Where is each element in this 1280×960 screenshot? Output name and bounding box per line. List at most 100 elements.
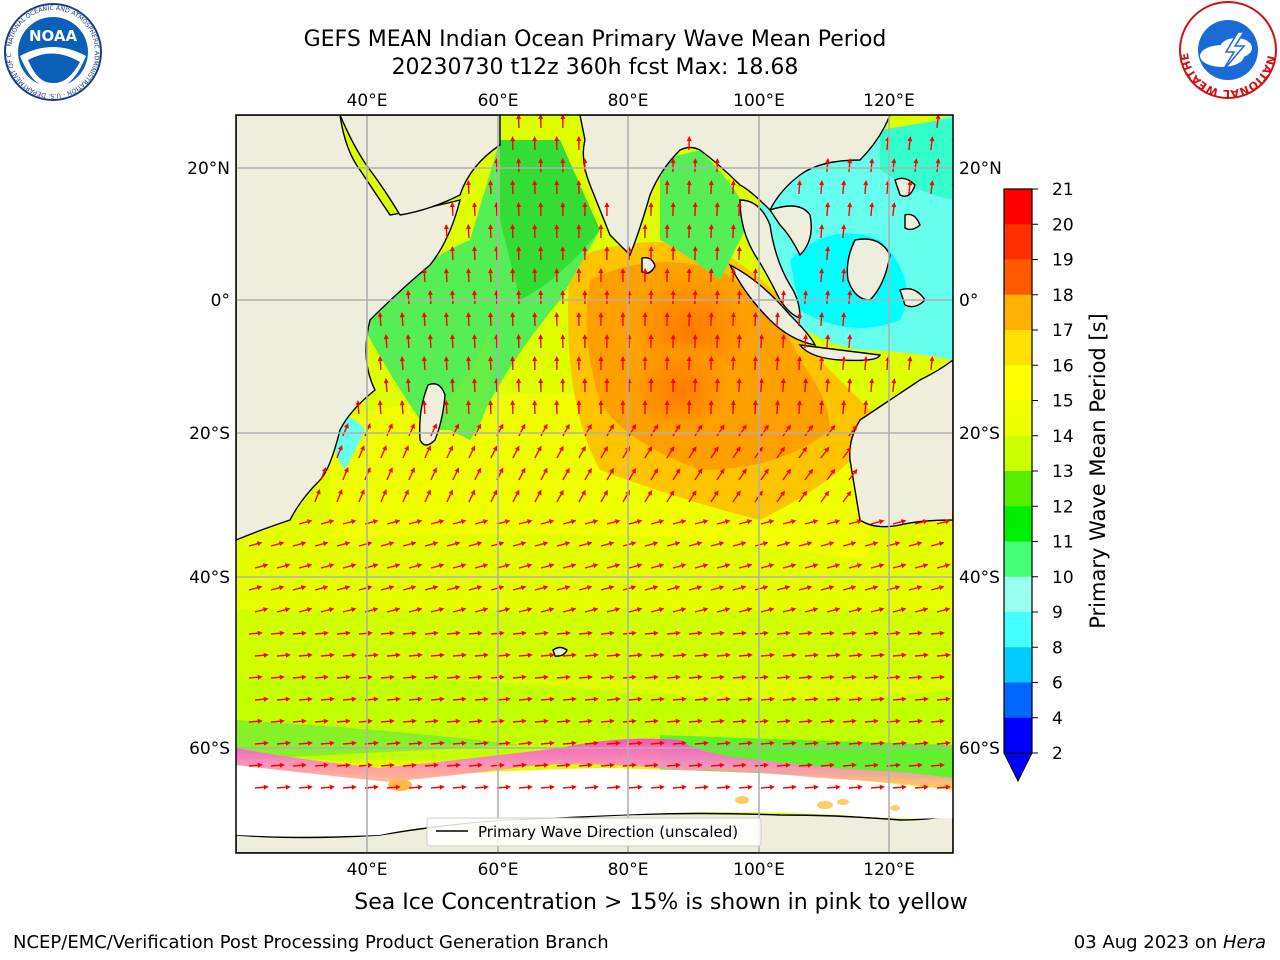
wave-arrow-head	[582, 290, 588, 296]
wave-arrow-head	[389, 718, 395, 724]
wave-arrow-head	[752, 312, 758, 318]
wave-arrow	[959, 472, 966, 480]
wave-arrow-head	[830, 424, 836, 431]
wave-arrow-head	[968, 785, 973, 790]
wave-arrow-head	[587, 674, 593, 680]
wave-arrow-head	[878, 607, 885, 613]
wave-arrow-head	[648, 290, 654, 296]
wave-arrow-head	[510, 224, 516, 230]
wave-arrow-head	[697, 762, 703, 768]
wave-arrow-head	[411, 718, 417, 724]
wave-arrow-head	[263, 652, 269, 658]
wave-arrow-head	[636, 519, 643, 525]
wave-arrow-head	[466, 356, 471, 362]
wave-arrow-head	[516, 202, 522, 208]
wave-arrow-head	[388, 423, 393, 429]
wave-arrow-head	[791, 696, 797, 702]
wave-arrow-head	[923, 652, 929, 658]
wave-arrow-head	[631, 467, 637, 474]
wave-arrow-head	[714, 334, 720, 340]
wave-arrow-head	[411, 762, 417, 768]
wave-arrow-head	[576, 268, 582, 274]
wave-arrow-head	[757, 490, 763, 497]
wave-arrow-head	[373, 696, 379, 702]
colorbar-segment	[1004, 576, 1032, 613]
wave-arrow-head	[647, 446, 653, 452]
wave-arrow-head	[439, 652, 445, 658]
wave-arrow-head	[405, 290, 411, 296]
wave-arrow-head	[824, 490, 830, 497]
wave-arrow-head	[593, 696, 599, 702]
wave-arrow-head	[256, 541, 263, 547]
wave-arrow-head	[962, 675, 967, 680]
wave-arrow-head	[829, 674, 835, 680]
wave-arrow-head	[614, 607, 621, 613]
wave-arrow-head	[476, 423, 482, 430]
wave-arrow-head	[285, 652, 291, 658]
wave-arrow-head	[520, 541, 527, 547]
wave-arrow-head	[637, 740, 643, 746]
wave-arrow-head	[527, 696, 533, 702]
wave-arrow-head	[426, 489, 431, 495]
colorbar-tick-label: 6	[1052, 674, 1063, 694]
wave-arrow-head	[730, 268, 736, 274]
wave-arrow-head	[570, 563, 577, 569]
wave-arrow-head	[307, 696, 313, 702]
wave-arrow-head	[307, 652, 313, 658]
wave-arrow-head	[780, 334, 786, 340]
wave-arrow-head	[433, 718, 439, 724]
wave-arrow-head	[803, 334, 809, 340]
wave-arrow-head	[825, 158, 831, 164]
wave-arrow-head	[961, 541, 966, 546]
wave-arrow-head	[929, 356, 935, 362]
wave-arrow-head	[389, 762, 395, 768]
wave-arrow-head	[945, 740, 951, 746]
wave-arrow-head	[559, 445, 564, 452]
wave-arrow-head	[834, 607, 841, 613]
wave-arrow-head	[516, 334, 522, 340]
wave-arrow-head	[863, 180, 869, 186]
wave-arrow-head	[483, 652, 489, 658]
wave-arrow-head	[835, 652, 841, 658]
wave-arrow-head	[642, 356, 648, 362]
wave-arrow-head	[421, 356, 427, 362]
wave-arrow-head	[564, 541, 571, 547]
wave-arrow-head	[907, 180, 913, 186]
wave-arrow-head	[454, 423, 460, 429]
wave-arrow-head	[426, 445, 431, 451]
wave-arrow-head	[819, 356, 825, 362]
wave-arrow-head	[581, 445, 586, 452]
wave-arrow-head	[768, 519, 775, 525]
wave-arrow-head	[802, 490, 808, 497]
wave-arrow	[952, 633, 953, 635]
wave-arrow-head	[504, 563, 511, 569]
colorbar-tick-label: 18	[1052, 286, 1074, 306]
wave-arrow-head	[763, 674, 769, 680]
legend-label: Primary Wave Direction (unscaled)	[478, 823, 738, 841]
wave-arrow-head	[598, 224, 604, 230]
wave-arrow-head	[263, 740, 269, 746]
wave-arrow-head	[582, 158, 588, 164]
wave-arrow-head	[438, 519, 445, 525]
wave-arrow-head	[829, 630, 835, 636]
wave-arrow-head	[929, 180, 935, 186]
wave-arrow-head	[516, 290, 522, 296]
wave-arrow-head	[708, 268, 714, 274]
wave-arrow-head	[797, 180, 803, 186]
wave-arrow-head	[923, 784, 929, 790]
wave-arrow-head	[680, 607, 687, 613]
wave-arrow-head	[520, 467, 526, 474]
wave-arrow-head	[797, 312, 803, 318]
wave-arrow-head	[901, 696, 907, 702]
wave-arrow-head	[554, 136, 560, 142]
wave-arrow-head	[746, 607, 753, 613]
wave-arrow-head	[498, 541, 505, 547]
wave-arrow-head	[797, 356, 803, 362]
colorbar-segment	[1004, 471, 1032, 507]
colorbar-tick-label: 13	[1052, 462, 1074, 482]
wave-arrow-head	[680, 563, 687, 569]
wave-arrow-head	[538, 202, 544, 208]
wave-arrow-head	[323, 762, 329, 768]
colorbar-tick-label: 4	[1052, 709, 1063, 729]
lat-label: 20°N	[187, 159, 230, 179]
